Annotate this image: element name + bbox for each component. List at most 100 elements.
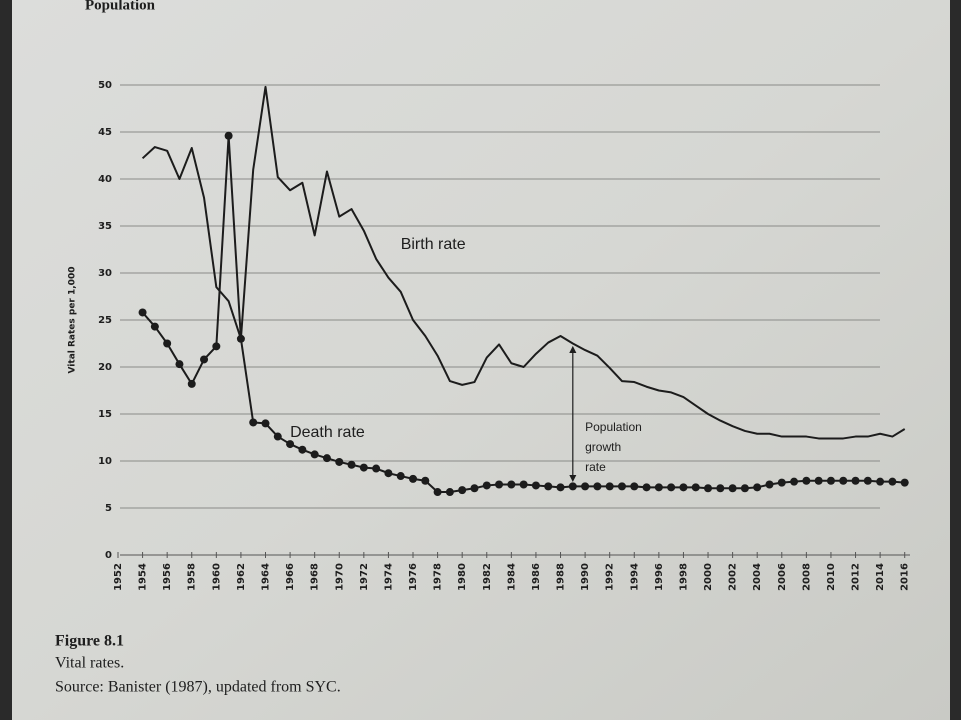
y-tick-label: 25 (98, 315, 112, 326)
data-point (335, 457, 344, 466)
annotation-line: Population (585, 420, 642, 434)
x-tick-label: 1988 (556, 563, 567, 591)
x-tick-label: 2012 (851, 563, 862, 591)
figure-number: Figure 8.1 (55, 633, 124, 650)
data-point (704, 484, 713, 493)
y-tick-label: 45 (98, 127, 112, 138)
data-point (740, 484, 749, 493)
data-point (507, 480, 516, 489)
x-tick-label: 1980 (457, 563, 468, 591)
x-tick-label: 1986 (531, 563, 542, 591)
figure-title: Vital rates. (55, 655, 124, 672)
x-tick-label: 1954 (138, 563, 149, 591)
data-point (581, 482, 590, 491)
y-tick-label: 40 (98, 174, 112, 185)
x-tick-label: 2002 (728, 563, 739, 591)
data-point (753, 483, 762, 492)
data-point (814, 476, 823, 485)
data-point (802, 476, 811, 485)
data-point (396, 472, 405, 481)
data-point (851, 476, 860, 485)
page-paper (12, 0, 950, 720)
data-point (482, 481, 491, 490)
data-point (298, 445, 307, 454)
x-tick-label: 2014 (875, 563, 886, 591)
x-tick-label: 1960 (211, 563, 222, 591)
data-point (261, 419, 270, 428)
x-tick-label: 1956 (162, 563, 173, 591)
y-tick-label: 15 (98, 409, 112, 420)
data-point (556, 483, 565, 492)
x-tick-label: 2016 (900, 563, 911, 591)
data-point (175, 360, 184, 369)
data-point (777, 478, 786, 487)
data-point (470, 484, 479, 493)
annotation: Birth rate (401, 236, 466, 253)
data-point (347, 460, 356, 469)
data-point (519, 480, 528, 489)
x-tick-label: 2006 (777, 563, 788, 591)
x-tick-label: 1990 (580, 563, 591, 591)
annotation: Death rate (290, 424, 365, 441)
x-tick-label: 1984 (506, 563, 517, 591)
x-tick-label: 1998 (678, 563, 689, 591)
x-tick-label: 1972 (359, 563, 370, 591)
x-tick-label: 1978 (433, 563, 444, 591)
data-point (445, 488, 454, 497)
data-point (163, 339, 172, 348)
y-tick-label: 0 (105, 550, 112, 561)
data-point (421, 476, 430, 485)
page-header: Population (85, 0, 156, 13)
y-tick-label: 5 (105, 503, 112, 514)
annotation-line: growth (585, 440, 621, 454)
x-tick-label: 1996 (654, 563, 665, 591)
data-point (495, 480, 504, 489)
data-point (728, 484, 737, 493)
data-point (359, 463, 368, 472)
y-tick-label: 10 (98, 456, 112, 467)
data-point (900, 478, 909, 487)
x-tick-label: 2000 (703, 563, 714, 591)
annotation-line: Death rate (290, 424, 365, 441)
x-tick-label: 1982 (482, 563, 493, 591)
data-point (642, 483, 651, 492)
data-point (593, 482, 602, 491)
data-point (138, 308, 147, 317)
x-tick-label: 1968 (310, 563, 321, 591)
data-point (212, 342, 221, 351)
data-point (888, 477, 897, 486)
data-point (568, 482, 577, 491)
y-tick-label: 50 (98, 80, 112, 91)
annotation: Population growth rate (585, 420, 642, 474)
x-tick-label: 2010 (826, 563, 837, 591)
data-point (605, 482, 614, 491)
x-tick-label: 1952 (113, 563, 124, 591)
data-point (679, 483, 688, 492)
data-point (310, 450, 319, 459)
data-point (224, 131, 233, 140)
data-point (839, 476, 848, 485)
x-tick-label: 1966 (285, 563, 296, 591)
y-tick-label: 20 (98, 362, 112, 373)
data-point (150, 322, 159, 331)
x-tick-label: 2008 (801, 563, 812, 591)
data-point (876, 477, 885, 486)
figure-source: Source: Banister (1987), updated from SY… (55, 679, 341, 696)
data-point (691, 483, 700, 492)
data-point (863, 476, 872, 485)
data-point (667, 483, 676, 492)
y-tick-label: 35 (98, 221, 112, 232)
data-point (236, 334, 245, 343)
y-axis-label: Vital Rates per 1,000 (68, 267, 78, 374)
data-point (826, 476, 835, 485)
x-tick-label: 1962 (236, 563, 247, 591)
data-point (531, 481, 540, 490)
data-point (716, 484, 725, 493)
x-tick-label: 1970 (334, 563, 345, 591)
x-tick-label: 1974 (383, 563, 394, 591)
data-point (187, 379, 196, 388)
data-point (630, 482, 639, 491)
data-point (458, 486, 467, 495)
